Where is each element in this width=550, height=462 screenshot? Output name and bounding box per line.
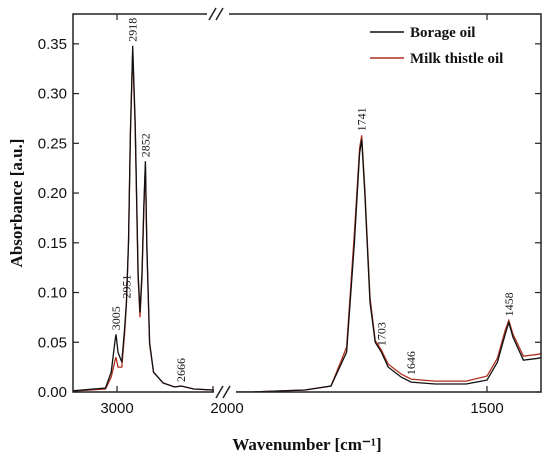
x-tick-label: 3000 <box>100 400 133 417</box>
legend-label: Borage oil <box>410 25 475 41</box>
series-line-milk-thistle-oil <box>73 51 541 392</box>
y-tick-label: 0.25 <box>38 135 67 152</box>
plot-frame <box>72 13 542 393</box>
peak-label-2918: 2918 <box>126 18 140 42</box>
axis-break-mark <box>207 6 229 22</box>
peak-label-2852: 2852 <box>138 133 152 157</box>
peak-label-1741: 1741 <box>355 107 369 131</box>
peak-label-2951: 2951 <box>119 274 133 298</box>
y-tick-label: 0.30 <box>38 86 67 103</box>
x-axis-label: Wavenumber [cm⁻¹] <box>232 435 381 454</box>
peak-label-1372: 1372 <box>547 318 550 342</box>
peak-label-3005: 3005 <box>109 306 123 330</box>
x-tick-label: 1500 <box>470 400 503 417</box>
peak-label-2666: 2666 <box>174 358 188 382</box>
y-tick-label: 0.10 <box>38 285 67 302</box>
peak-label-1458: 1458 <box>502 292 516 316</box>
legend: Borage oil Milk thistle oil <box>370 25 503 67</box>
peak-label-1703: 1703 <box>374 322 388 346</box>
y-axis-label: Absorbance [a.u.] <box>7 139 26 268</box>
y-tick-label: 0.20 <box>38 185 67 202</box>
series-line-borage-oil <box>73 45 541 392</box>
y-tick-label: 0.35 <box>38 36 67 53</box>
y-tick-label: 0.15 <box>38 235 67 252</box>
peak-label-1646: 1646 <box>404 351 418 375</box>
x-tick-label: 2000 <box>210 400 243 417</box>
axis-break-mark-bottom <box>214 384 236 400</box>
y-tick-label: 0.00 <box>38 384 67 401</box>
legend-label: Milk thistle oil <box>410 51 503 67</box>
y-tick-label: 0.05 <box>38 334 67 351</box>
